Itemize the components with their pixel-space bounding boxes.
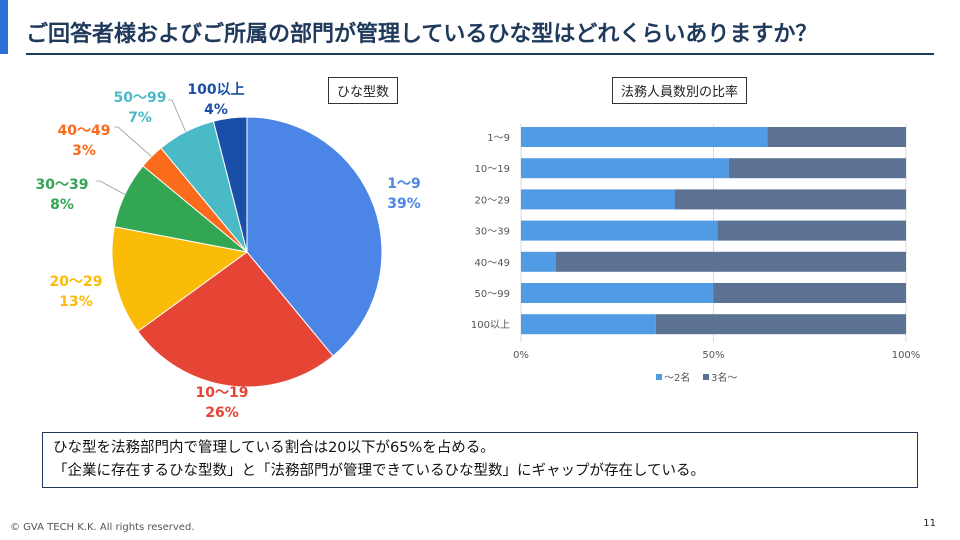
- title-divider: [26, 53, 934, 55]
- legend-label-1: 3名〜: [711, 371, 737, 384]
- summary-note-line-1: ひな型を法務部門内で管理している割合は20以下が65%を占める。: [53, 440, 495, 456]
- bar-ge3-1: [728, 158, 906, 179]
- legend-label-0: 〜2名: [664, 371, 690, 384]
- pie-label-2: 20〜29: [50, 274, 103, 290]
- pie-percent-0: 39%: [387, 196, 421, 212]
- pie-percent-3: 8%: [50, 197, 74, 213]
- pie-percent-1: 26%: [205, 405, 239, 421]
- bar-category-label-1: 10〜19: [475, 164, 510, 175]
- pie-percent-4: 3%: [72, 143, 96, 159]
- pie-label-1: 10〜19: [196, 385, 249, 401]
- legend-swatch-1: [703, 374, 709, 380]
- pie-percent-6: 4%: [204, 102, 228, 118]
- bar-x-tick-1: 50%: [702, 350, 724, 361]
- bar-le2-5: [521, 283, 714, 303]
- bar-le2-4: [521, 251, 556, 272]
- page-title: ご回答者様およびご所属の部門が管理しているひな型はどれくらいありますか？: [26, 22, 818, 47]
- pie-label-6: 100以上: [187, 82, 244, 98]
- bar-category-label-0: 1〜9: [487, 133, 510, 144]
- pie-slice-2: [111, 226, 249, 333]
- bar-ge3-6: [655, 314, 906, 335]
- pie-leader-line-4: [114, 126, 152, 157]
- pie-label-3: 30〜39: [36, 177, 89, 193]
- pie-label-5: 50〜99: [114, 90, 167, 106]
- pie-slice-1: [137, 251, 334, 388]
- bar-category-label-4: 40〜49: [475, 258, 510, 269]
- summary-note: ひな型を法務部門内で管理している割合は20以下が65%を占める。 「企業に存在す…: [42, 432, 918, 488]
- bar-category-label-5: 50〜99: [475, 289, 510, 300]
- bar-ge3-5: [713, 283, 906, 303]
- legend-swatch-0: [656, 374, 662, 380]
- bar-le2-6: [521, 314, 656, 335]
- pie-slice-6: [212, 116, 248, 253]
- bar-ge3-4: [555, 251, 906, 272]
- bar-category-label-6: 100以上: [471, 319, 510, 331]
- bar-le2-2: [521, 189, 675, 210]
- bar-chart-title: 法務人員数別の比率: [612, 77, 748, 104]
- copyright: © GVA TECH K.K. All rights reserved.: [10, 522, 195, 533]
- pie-label-0: 1〜9: [387, 176, 420, 192]
- pie-leader-line-5: [168, 99, 187, 132]
- pie-slice-4: [142, 147, 248, 253]
- summary-note-line-2: 「企業に存在するひな型数」と「法務部門が管理できているひな型数」にギャップが存在…: [53, 463, 706, 479]
- page-number: 11: [923, 518, 936, 529]
- bar-x-tick-0: 0%: [513, 350, 529, 361]
- accent-bar: [0, 0, 8, 54]
- bar-le2-3: [521, 220, 718, 241]
- pie-slice-0: [246, 116, 383, 357]
- pie-leader-line-3: [96, 180, 126, 195]
- bar-le2-1: [521, 158, 729, 179]
- bar-category-label-3: 30〜39: [475, 227, 510, 238]
- bar-ge3-2: [675, 189, 906, 210]
- bar-le2-0: [521, 127, 768, 147]
- pie-percent-2: 13%: [59, 294, 93, 310]
- bar-category-label-2: 20〜29: [475, 195, 510, 206]
- pie-label-4: 40〜49: [58, 123, 111, 139]
- pie-chart-title: ひな型数: [328, 77, 399, 104]
- pie-percent-5: 7%: [128, 110, 152, 126]
- pie-slice-3: [113, 165, 248, 253]
- bar-x-tick-2: 100%: [892, 350, 921, 361]
- bar-ge3-0: [767, 127, 906, 147]
- pie-slice-5: [160, 120, 248, 253]
- bar-ge3-3: [717, 220, 906, 241]
